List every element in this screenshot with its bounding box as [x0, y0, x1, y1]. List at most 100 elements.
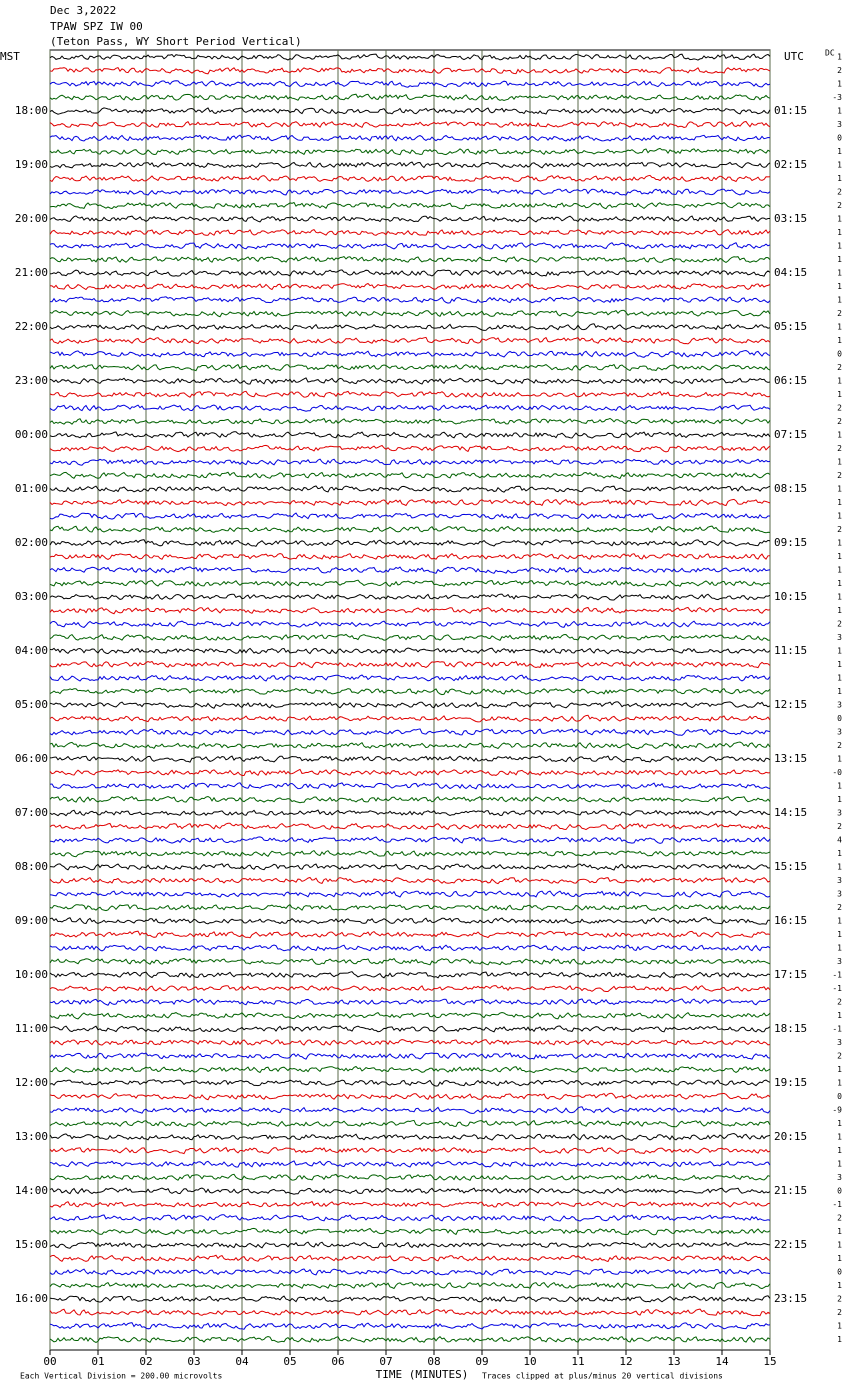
dc-offset: -1	[832, 971, 842, 980]
dc-offset: 1	[837, 1254, 842, 1263]
trace	[49, 161, 771, 169]
dc-offset: 4	[837, 836, 842, 845]
trace	[49, 579, 771, 588]
trace	[49, 147, 771, 156]
dc-offset: 1	[837, 647, 842, 656]
hour-label-left: 02:00	[15, 536, 48, 549]
trace	[49, 228, 771, 236]
x-tick-label: 00	[43, 1355, 56, 1368]
dc-offset: -1	[832, 984, 842, 993]
trace	[49, 971, 771, 979]
dc-offset: 3	[837, 957, 842, 966]
dc-offset: 1	[837, 1322, 842, 1331]
x-tick-label: 02	[139, 1355, 152, 1368]
trace	[49, 606, 771, 615]
dc-offset: 1	[837, 944, 842, 953]
trace	[49, 1038, 771, 1046]
trace	[49, 1119, 771, 1128]
hour-label-left: 08:00	[15, 860, 48, 873]
dc-offset: 2	[837, 201, 842, 210]
trace	[49, 1025, 771, 1033]
trace	[49, 728, 771, 736]
dc-offset: 3	[837, 633, 842, 642]
hour-label-right: 07:15	[774, 428, 807, 441]
dc-offset: 1	[837, 539, 842, 548]
trace	[49, 93, 771, 102]
dc-offset: 1	[837, 498, 842, 507]
trace	[49, 444, 771, 453]
trace	[49, 256, 771, 263]
dc-offset: 1	[837, 1146, 842, 1155]
hour-label-left: 16:00	[15, 1292, 48, 1305]
dc-offset: 2	[837, 903, 842, 912]
trace	[49, 1132, 771, 1141]
hour-label-right: 09:15	[774, 536, 807, 549]
plot-frame	[49, 49, 771, 1351]
trace	[49, 431, 771, 439]
dc-offset: 3	[837, 120, 842, 129]
dc-offset: 1	[837, 782, 842, 791]
trace	[49, 1295, 771, 1303]
dc-offset: 2	[837, 998, 842, 1007]
trace	[49, 701, 771, 709]
right-axis-label: UTC	[784, 50, 804, 63]
hour-label-right: 22:15	[774, 1238, 807, 1251]
dc-offset: 3	[837, 1038, 842, 1047]
hour-label-right: 04:15	[774, 266, 807, 279]
hour-label-right: 14:15	[774, 806, 807, 819]
hour-label-left: 01:00	[15, 482, 48, 495]
trace	[49, 215, 770, 223]
dc-offset: 1	[837, 917, 842, 926]
x-tick-label: 13	[667, 1355, 680, 1368]
dc-offset: 1	[837, 255, 842, 264]
dc-offset: 3	[837, 728, 842, 737]
trace	[49, 296, 771, 304]
trace	[49, 349, 771, 358]
dc-offset: 3	[837, 890, 842, 899]
trace	[49, 647, 771, 655]
trace	[49, 201, 771, 210]
dc-offset: 3	[837, 876, 842, 885]
trace	[49, 593, 771, 601]
dc-offset: 2	[837, 1295, 842, 1304]
trace	[49, 998, 771, 1006]
dc-offset: 1	[837, 593, 842, 602]
dc-offset: 1	[837, 566, 842, 575]
trace	[49, 903, 771, 912]
dc-offset: 1	[837, 390, 842, 399]
hour-label-left: 12:00	[15, 1076, 48, 1089]
hour-label-right: 15:15	[774, 860, 807, 873]
dc-offset: 2	[837, 620, 842, 629]
trace	[49, 1173, 771, 1181]
trace	[49, 1146, 771, 1155]
dc-offset: 2	[837, 309, 842, 318]
dc-offset: 1	[837, 431, 842, 440]
dc-offset: 2	[837, 822, 842, 831]
trace	[49, 957, 771, 966]
dc-offset: 1	[837, 755, 842, 764]
trace	[49, 1187, 771, 1195]
dc-offset: 2	[837, 188, 842, 197]
dc-offset: 1	[837, 1241, 842, 1250]
dc-offset: 1	[837, 485, 842, 494]
dc-offset: 1	[837, 147, 842, 156]
trace	[49, 836, 771, 844]
dc-offset: 1	[837, 80, 842, 89]
trace	[49, 377, 771, 385]
trace	[49, 174, 771, 183]
trace	[49, 1106, 771, 1114]
trace	[49, 53, 771, 61]
hour-label-left: 07:00	[15, 806, 48, 819]
dc-offset: 1	[837, 458, 842, 467]
hour-label-left: 05:00	[15, 698, 48, 711]
trace	[49, 282, 771, 291]
dc-offset: 1	[837, 1281, 842, 1290]
dc-offset: 1	[837, 53, 842, 62]
trace	[49, 242, 771, 250]
hour-label-right: 21:15	[774, 1184, 807, 1197]
x-tick-label: 07	[379, 1355, 392, 1368]
dc-offset: 1	[837, 269, 842, 278]
trace	[49, 80, 771, 88]
left-axis-label: MST	[0, 50, 20, 63]
trace	[49, 1268, 771, 1276]
